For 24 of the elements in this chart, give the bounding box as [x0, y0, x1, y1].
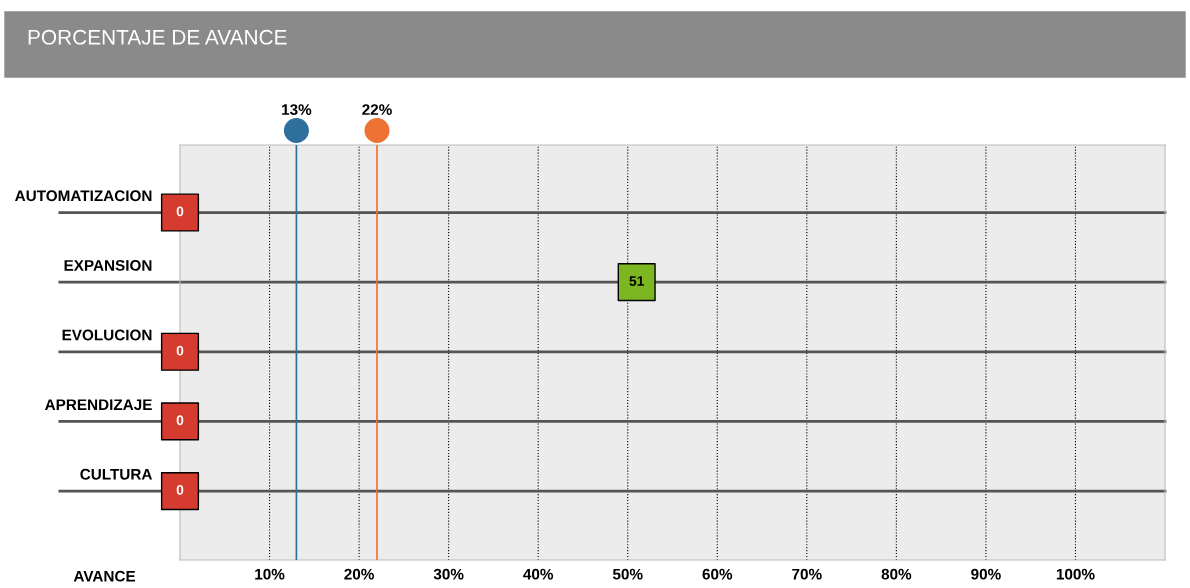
data-label: 0 — [176, 484, 184, 495]
x-tick-label: 30% — [433, 568, 464, 580]
x-tick-label: 20% — [344, 568, 374, 580]
ref-line-label: 13% — [282, 104, 312, 116]
data-label: 0 — [176, 415, 184, 426]
data-label: 0 — [176, 206, 184, 217]
x-tick-label: 10% — [255, 568, 285, 580]
y-tick-label: EXPANSION — [64, 259, 152, 271]
x-tick-label: 60% — [702, 568, 733, 580]
x-tick-label: 100% — [1056, 568, 1095, 580]
x-tick-label: 40% — [523, 568, 554, 580]
x-tick-label: 80% — [881, 568, 912, 580]
y-tick-label: APRENDIZAJE — [44, 399, 152, 411]
x-axis-title: AVANCE — [73, 570, 136, 582]
x-tick-label: 50% — [612, 568, 643, 580]
x-tick-label: 70% — [792, 568, 822, 580]
y-tick-label: CULTURA — [80, 468, 153, 480]
chart-title: PORCENTAJE DE AVANCE — [28, 29, 287, 45]
y-tick-label: AUTOMATIZACION — [15, 190, 152, 202]
x-tick-label: 90% — [971, 568, 1001, 580]
ref-line-label: 22% — [362, 104, 392, 115]
y-tick-label: EVOLUCION — [62, 329, 152, 341]
data-label: 51 — [629, 276, 645, 286]
data-label: 0 — [176, 345, 184, 356]
